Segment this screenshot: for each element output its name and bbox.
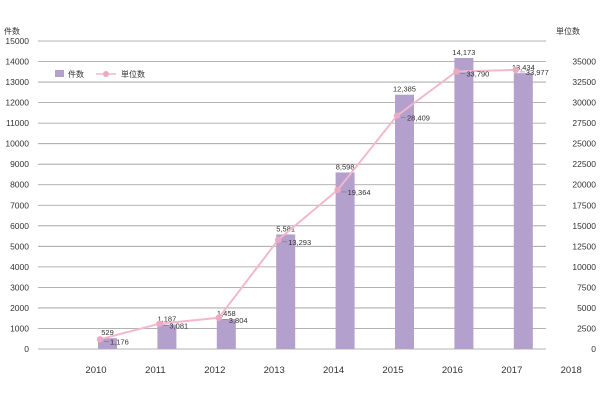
left-axis-unit: 件数: [4, 26, 20, 36]
right-tick-label: 35000: [572, 57, 596, 67]
x-tick-label: 2017: [501, 365, 522, 376]
x-tick-label: 2010: [85, 365, 106, 376]
line-marker: [275, 236, 282, 244]
bar: [98, 338, 117, 349]
left-tick-label: 14000: [5, 57, 29, 67]
line-data-label: 3,081: [169, 322, 188, 331]
right-axis-unit: 単位数: [556, 26, 580, 36]
right-tick-label: 20000: [572, 180, 596, 190]
right-tick-label: 0: [591, 344, 596, 354]
line-path: [99, 68, 516, 341]
line-data-label: 1,176: [110, 337, 129, 346]
bar-data-label: 8,598: [336, 162, 355, 171]
right-axis-ticks: 0 2500 5000 7500 10000 12500 15000 17500 20000 22…: [572, 57, 596, 354]
right-tick-label: 2500: [577, 323, 596, 333]
bars: 529 1,187 1,458 5,581 8,598 12,385 14,173 13,43…: [98, 48, 535, 349]
left-tick-label: 4000: [10, 262, 29, 272]
right-tick-label: 17500: [572, 200, 596, 210]
x-tick-label: 2018: [561, 365, 582, 376]
bar: [513, 73, 533, 349]
line-series: 1,176 3,081 3,804 13,293 19,364 28,409 33,790 3…: [96, 66, 549, 346]
bar: [216, 319, 236, 349]
right-tick-label: 10000: [572, 262, 596, 272]
x-tick-label: 2016: [442, 365, 463, 376]
x-tick-label: 2011: [145, 365, 165, 376]
x-axis-ticks: 2010 2011 2012 2013 2014 2015 2016 2017 2018: [85, 365, 581, 376]
bar-data-label: 1,187: [158, 315, 177, 324]
line-marker: [334, 186, 341, 194]
bar-data-label: 12,385: [393, 85, 416, 94]
line-data-label: 13,293: [288, 238, 311, 247]
legend-line-label: 単位数: [121, 69, 145, 79]
line-data-label: 3,804: [229, 316, 248, 325]
right-tick-label: 25000: [572, 139, 596, 149]
bar-data-label: 14,173: [452, 48, 475, 57]
right-tick-label: 15000: [572, 221, 596, 231]
x-tick-label: 2012: [204, 365, 225, 376]
line-marker: [393, 112, 401, 119]
line-data-label: 33,790: [466, 69, 489, 78]
left-tick-label: 6000: [10, 221, 29, 231]
bar: [157, 324, 177, 349]
left-tick-label: 11000: [6, 118, 29, 128]
left-tick-label: 0: [24, 344, 29, 354]
bar-data-label: 1,458: [217, 309, 236, 318]
right-tick-label: 22500: [572, 159, 596, 169]
left-tick-label: 1000: [10, 323, 29, 333]
right-tick-label: 12500: [572, 241, 596, 251]
legend-line-marker: [103, 71, 109, 77]
right-tick-label: 7500: [577, 282, 596, 292]
right-tick-label: 27500: [572, 118, 596, 128]
right-tick-label: 5000: [577, 303, 596, 313]
left-tick-label: 9000: [10, 159, 29, 169]
left-tick-label: 8000: [10, 180, 29, 190]
line-marker: [512, 66, 519, 74]
left-tick-label: 5000: [10, 241, 29, 251]
left-tick-label: 7000: [10, 200, 29, 210]
legend-bar-label: 件数: [68, 69, 84, 79]
bar-data-label: 13,434: [512, 63, 535, 72]
line-data-label: 19,364: [348, 188, 371, 197]
line-marker: [156, 320, 163, 327]
line-data-label: 28,409: [407, 114, 430, 123]
left-tick-label: 13000: [5, 77, 29, 87]
left-tick-label: 3000: [10, 282, 29, 292]
bar: [276, 234, 296, 349]
x-tick-label: 2014: [323, 365, 344, 376]
x-tick-label: 2015: [382, 365, 403, 376]
bar-data-label: 5,581: [276, 224, 295, 233]
line-data-label: 33,977: [526, 68, 549, 77]
bar: [335, 172, 355, 349]
bar: [395, 94, 414, 349]
right-tick-label: 30000: [572, 98, 596, 108]
left-tick-label: 10000: [5, 139, 29, 149]
left-tick-label: 2000: [10, 303, 29, 313]
line-marker: [453, 68, 460, 75]
legend-bar-swatch: [55, 70, 64, 77]
line-marker: [215, 314, 222, 321]
right-tick-label: 32500: [572, 77, 596, 87]
left-tick-label: 15000: [5, 36, 29, 46]
bar-data-label: 529: [101, 328, 114, 337]
left-tick-label: 12000: [5, 98, 29, 108]
x-tick-label: 2013: [264, 365, 285, 376]
left-axis-ticks: 0 1000 2000 3000 4000 5000 6000 7000 8000 9000 100…: [5, 36, 29, 354]
bar: [454, 57, 474, 349]
legend: 件数 単位数: [55, 69, 145, 79]
line-marker: [96, 336, 104, 343]
